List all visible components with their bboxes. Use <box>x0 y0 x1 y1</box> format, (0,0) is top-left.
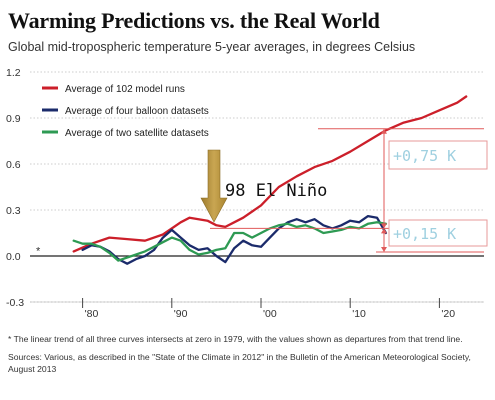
obs-gap-arrow-head-top <box>381 228 387 234</box>
chart-title: Warming Predictions vs. the Real World <box>8 8 380 33</box>
el-nino-label: 98 El Niño <box>225 181 327 201</box>
chart-subtitle: Global mid-tropospheric temperature 5-ye… <box>8 40 416 54</box>
x-tick-label: '20 <box>441 308 455 320</box>
x-tick-label: '10 <box>352 308 366 320</box>
obs-gap-arrow-head-bottom <box>381 247 387 252</box>
model-gap-arrow-head-top <box>381 128 387 134</box>
model-gap-label: +0,75 K <box>393 147 456 165</box>
y-tick-label: 1.2 <box>6 67 21 79</box>
axes: 1.2 0.9 0.6 0.3 0.0 -0.3 '80 '90 '00 '10 '20 <box>6 67 484 320</box>
annotations: * 98 El Niño +0,75 K +0,15 K <box>36 128 488 257</box>
y-tick-label: 0.3 <box>6 205 21 217</box>
y-tick-label: 0.6 <box>6 159 21 171</box>
footnote: * The linear trend of all three curves i… <box>8 334 463 344</box>
el-nino-arrow-icon <box>200 149 228 223</box>
series-lines <box>72 95 468 265</box>
legend-label: Average of two satellite datasets <box>65 128 209 139</box>
model-gap-box <box>388 140 488 170</box>
obs-gap-box <box>388 219 488 247</box>
legend-label: Average of 102 model runs <box>65 84 185 95</box>
x-tick-label: '80 <box>85 308 99 320</box>
legend: Average of 102 model runs Average of four… <box>42 84 209 139</box>
series-line-models <box>72 95 468 253</box>
model-gap-arrow-head-bottom <box>381 223 387 229</box>
y-tick-label: 0.0 <box>6 251 21 263</box>
obs-gap-label: +0,15 K <box>393 225 456 243</box>
x-tick-label: '00 <box>263 308 277 320</box>
y-tick-label: 0.9 <box>6 113 21 125</box>
legend-label: Average of four balloon datasets <box>65 106 209 117</box>
start-marker: * <box>36 245 41 257</box>
x-tick-label: '90 <box>174 308 188 320</box>
series-line-satellites <box>72 221 388 262</box>
series-line-balloons <box>81 214 388 265</box>
y-tick-label: -0.3 <box>6 297 24 309</box>
sources-note: Sources: Various, as described in the "S… <box>8 352 471 374</box>
